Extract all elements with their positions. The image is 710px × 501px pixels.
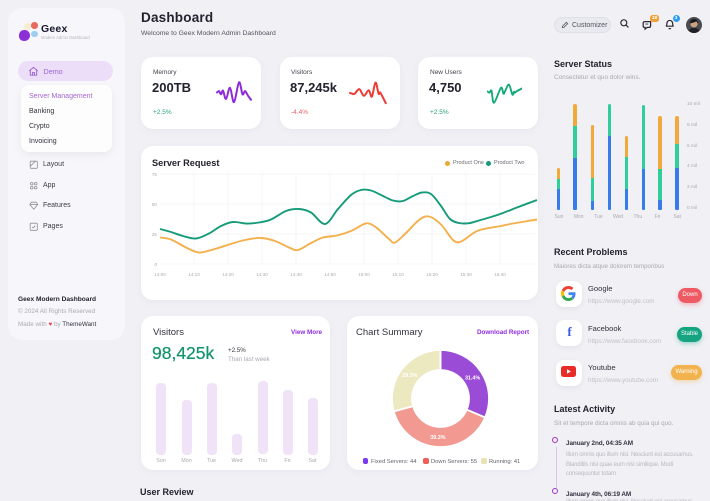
- svg-text:15:10: 15:10: [392, 272, 404, 277]
- svg-text:14:50: 14:50: [324, 272, 336, 277]
- svg-text:15:30: 15:30: [460, 272, 472, 277]
- svg-text:0: 0: [154, 262, 157, 267]
- svg-text:14:10: 14:10: [188, 272, 200, 277]
- svg-text:31.4%: 31.4%: [465, 375, 480, 381]
- svg-text:14:30: 14:30: [256, 272, 268, 277]
- svg-text:15:00: 15:00: [358, 272, 370, 277]
- svg-text:14:20: 14:20: [222, 272, 234, 277]
- svg-text:50: 50: [152, 202, 158, 207]
- svg-text:75: 75: [152, 172, 158, 177]
- svg-text:39.3%: 39.3%: [430, 434, 445, 440]
- svg-text:25: 25: [152, 232, 158, 237]
- svg-text:14:00: 14:00: [154, 272, 166, 277]
- svg-text:14:40: 14:40: [290, 272, 302, 277]
- svg-text:15:40: 15:40: [494, 272, 506, 277]
- svg-text:29.3%: 29.3%: [402, 373, 417, 379]
- svg-text:15:20: 15:20: [426, 272, 438, 277]
